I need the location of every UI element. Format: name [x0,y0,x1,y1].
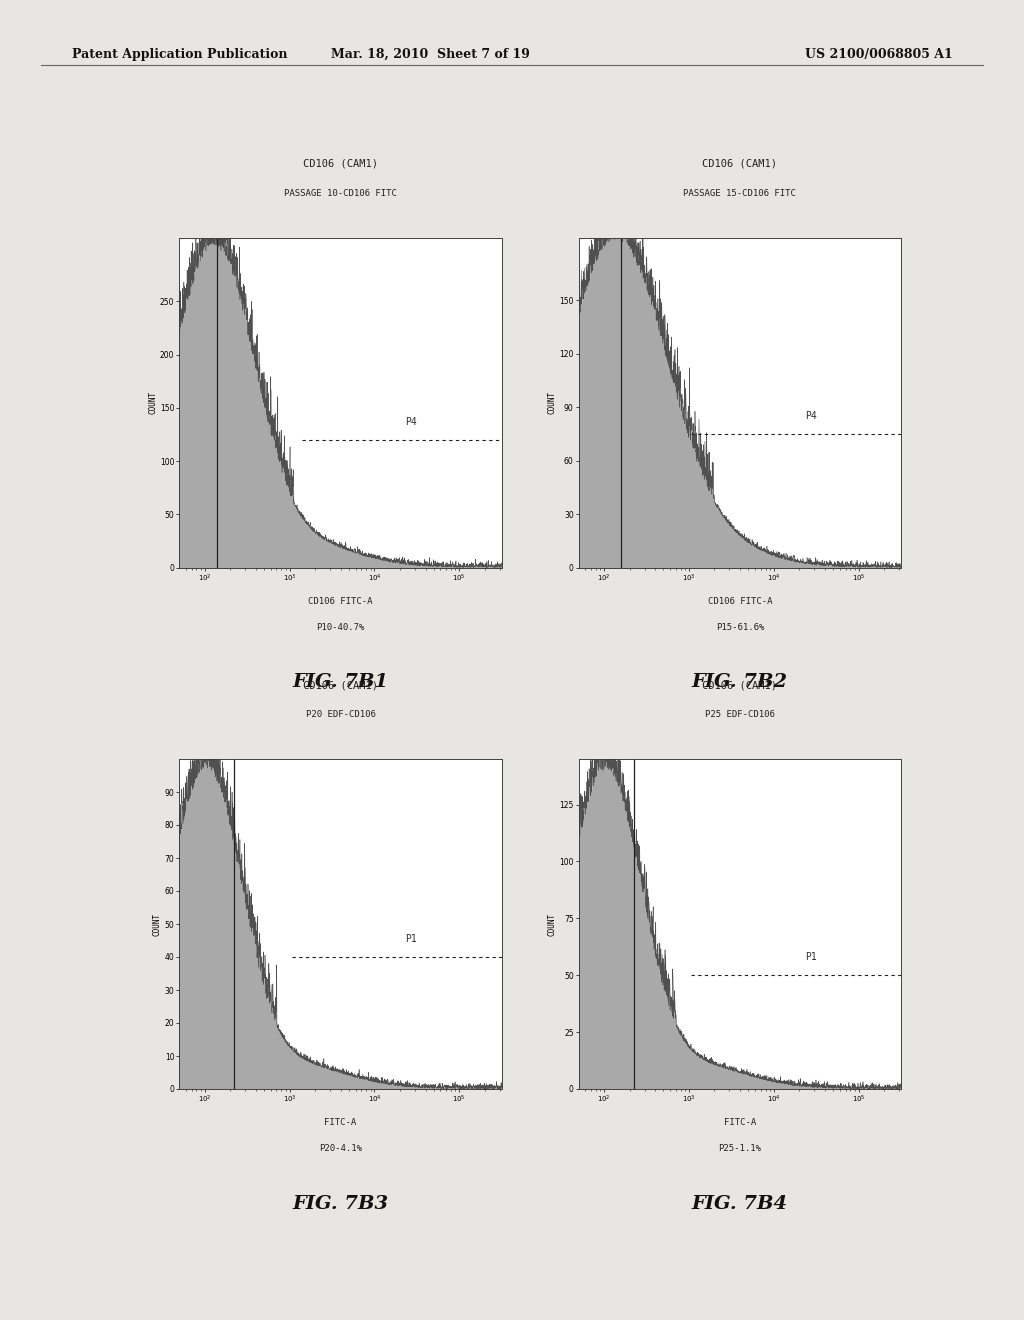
Text: FIG. 7B3: FIG. 7B3 [293,1195,388,1213]
Text: FIG. 7B1: FIG. 7B1 [293,673,388,692]
Text: FIG. 7B4: FIG. 7B4 [692,1195,787,1213]
Text: CD106 (CAM1): CD106 (CAM1) [702,680,777,690]
Y-axis label: COUNT: COUNT [148,391,157,414]
Text: CD106 FITC-A: CD106 FITC-A [308,597,373,606]
Text: P1: P1 [406,933,418,944]
Text: P15-61.6%: P15-61.6% [716,623,764,632]
Text: FITC-A: FITC-A [325,1118,356,1127]
Text: PASSAGE 15-CD106 FITC: PASSAGE 15-CD106 FITC [683,189,797,198]
Text: P4: P4 [406,417,418,426]
Text: CD106 (CAM1): CD106 (CAM1) [303,158,378,169]
Text: P20-4.1%: P20-4.1% [319,1144,361,1154]
Text: P25 EDF-CD106: P25 EDF-CD106 [705,710,775,719]
Text: FITC-A: FITC-A [724,1118,756,1127]
Text: CD106 (CAM1): CD106 (CAM1) [303,680,378,690]
Text: CD106 FITC-A: CD106 FITC-A [708,597,772,606]
Text: P25-1.1%: P25-1.1% [719,1144,761,1154]
Text: P1: P1 [805,952,817,962]
Text: P4: P4 [805,411,817,421]
Text: PASSAGE 10-CD106 FITC: PASSAGE 10-CD106 FITC [284,189,397,198]
Text: Mar. 18, 2010  Sheet 7 of 19: Mar. 18, 2010 Sheet 7 of 19 [331,48,529,61]
Y-axis label: COUNT: COUNT [548,912,556,936]
Text: P20 EDF-CD106: P20 EDF-CD106 [305,710,376,719]
Text: FIG. 7B2: FIG. 7B2 [692,673,787,692]
Text: CD106 (CAM1): CD106 (CAM1) [702,158,777,169]
Text: Patent Application Publication: Patent Application Publication [72,48,287,61]
Y-axis label: COUNT: COUNT [153,912,162,936]
Text: P10-40.7%: P10-40.7% [316,623,365,632]
Y-axis label: COUNT: COUNT [548,391,556,414]
Text: US 2100/0068805 A1: US 2100/0068805 A1 [805,48,952,61]
